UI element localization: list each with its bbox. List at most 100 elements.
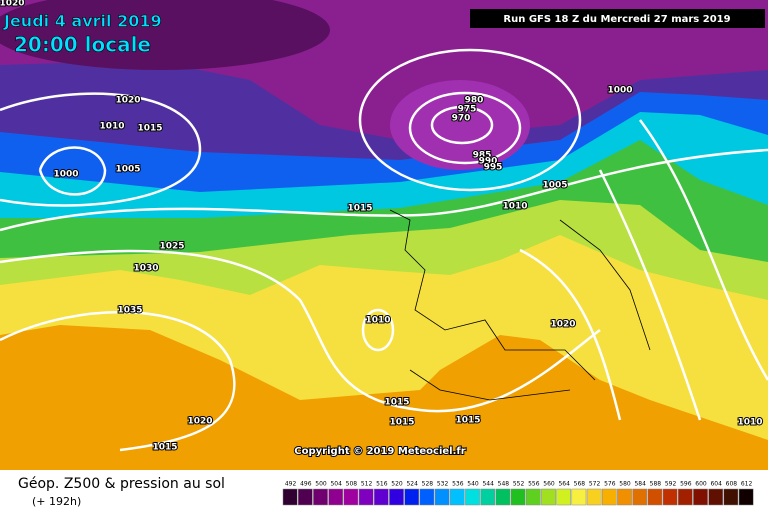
- scale-swatch: [632, 488, 648, 506]
- isobar-label: 1005: [542, 181, 567, 191]
- scale-label: 516: [376, 481, 388, 488]
- footer-title: Géop. Z500 & pression au sol: [18, 476, 225, 492]
- scale-swatch: [693, 488, 708, 506]
- isobar: [408, 91, 522, 165]
- scale-swatch: [434, 488, 450, 506]
- scale-label: 536: [452, 481, 464, 488]
- scale-swatch: [708, 488, 724, 506]
- scale-label: 528: [422, 481, 434, 488]
- scale-label: 496: [300, 481, 312, 488]
- scale-swatch: [556, 488, 572, 506]
- isobar-label: 1010: [365, 316, 390, 326]
- coastline: [389, 209, 651, 401]
- isobar-label: 1020: [0, 0, 25, 9]
- scale-swatch: [419, 488, 435, 506]
- isobar-label: 975: [458, 105, 477, 115]
- scale-swatch: [313, 488, 328, 506]
- isobar: [0, 310, 236, 452]
- isobar-label: 1020: [550, 320, 575, 330]
- scale-swatch: [282, 488, 298, 506]
- scale-label: 552: [513, 481, 525, 488]
- isobar-label: 1025: [159, 242, 184, 252]
- isobar-label: 1010: [502, 202, 527, 212]
- isobar: [38, 146, 107, 196]
- scale-label: 548: [498, 481, 510, 488]
- scale-swatch: [358, 488, 374, 506]
- isobar: [598, 169, 702, 421]
- scale-swatch: [617, 488, 632, 506]
- copyright: Copyright © 2019 Meteociel.fr: [294, 446, 465, 457]
- scale-label: 568: [574, 481, 586, 488]
- isobar-label: 1030: [133, 264, 158, 274]
- scale-label: 584: [634, 481, 646, 488]
- scale-swatch: [328, 488, 344, 506]
- scale-label: 560: [543, 481, 555, 488]
- scale-swatch: [510, 488, 526, 506]
- isobar-label: 1015: [455, 416, 480, 426]
- isobar: [0, 148, 768, 232]
- isobar-label: 1020: [187, 417, 212, 427]
- isobar: [519, 248, 622, 421]
- scale-swatch: [677, 488, 693, 506]
- scale-label: 588: [650, 481, 662, 488]
- isobar-label: 1005: [115, 165, 140, 175]
- isobar: [361, 308, 395, 352]
- isobar: [430, 105, 494, 145]
- scale-swatch: [601, 488, 617, 506]
- scale-label: 492: [285, 481, 297, 488]
- isobar-label: 1000: [607, 86, 632, 96]
- isobar-label: 1015: [347, 204, 372, 214]
- isobar-label: 1000: [53, 170, 78, 180]
- isobar: [0, 249, 601, 413]
- scale-swatch: [404, 488, 420, 506]
- scale-swatch: [343, 488, 359, 506]
- scale-swatch: [373, 488, 389, 506]
- scale-swatch: [571, 488, 587, 506]
- scale-label: 604: [710, 481, 722, 488]
- isobar-labels: 1020 1020 1010 1015 1005 1000 980 975 97…: [0, 0, 764, 454]
- isobar: [0, 92, 202, 207]
- footer-subtitle: (+ 192h): [32, 495, 81, 508]
- scale-label: 572: [589, 481, 601, 488]
- isobar-label: 1015: [137, 124, 162, 134]
- scale-swatch: [449, 488, 465, 506]
- isobar: [638, 119, 768, 381]
- isobar-label: 995: [484, 163, 503, 173]
- isobar-label: 1020: [115, 96, 140, 106]
- scale-label: 580: [619, 481, 631, 488]
- scale-label: 564: [558, 481, 570, 488]
- isobar-label: 970: [452, 114, 471, 124]
- scale-label: 532: [437, 481, 449, 488]
- scale-label: 508: [346, 481, 358, 488]
- scale-swatch: [738, 488, 754, 506]
- scale-swatch: [480, 488, 496, 506]
- scale-label: 544: [482, 481, 494, 488]
- scale-label: 500: [315, 481, 327, 488]
- scale-label: 612: [741, 481, 753, 488]
- scale-label: 608: [726, 481, 738, 488]
- scale-label: 600: [695, 481, 707, 488]
- scale-label: 592: [665, 481, 677, 488]
- scale-label: 524: [406, 481, 418, 488]
- high-upper: [0, 0, 330, 70]
- scale-swatch: [297, 488, 313, 506]
- run-box: [470, 9, 765, 28]
- scale-swatch: [389, 488, 404, 506]
- scale-label: 520: [391, 481, 403, 488]
- scale-swatch: [525, 488, 541, 506]
- scale-swatch: [465, 488, 480, 506]
- isobar-label: 980: [465, 96, 484, 106]
- isobar-label: 985: [473, 151, 492, 161]
- scale-swatch: [647, 488, 663, 506]
- forecast-time: 20:00 locale: [14, 33, 151, 57]
- forecast-date: Jeudi 4 avril 2019: [3, 12, 162, 31]
- isobar-label: 990: [479, 157, 498, 167]
- isobar-label: 1035: [117, 306, 142, 316]
- scale-label: 556: [528, 481, 540, 488]
- isobar-label: 1015: [152, 443, 177, 453]
- isobar-label: 1010: [99, 122, 124, 132]
- scale-label: 596: [680, 481, 692, 488]
- isobar-label: 1010: [737, 418, 762, 428]
- color-scale: 492 496 500 504 508 512 516 520 524 528 532 536 540 5…: [282, 481, 754, 506]
